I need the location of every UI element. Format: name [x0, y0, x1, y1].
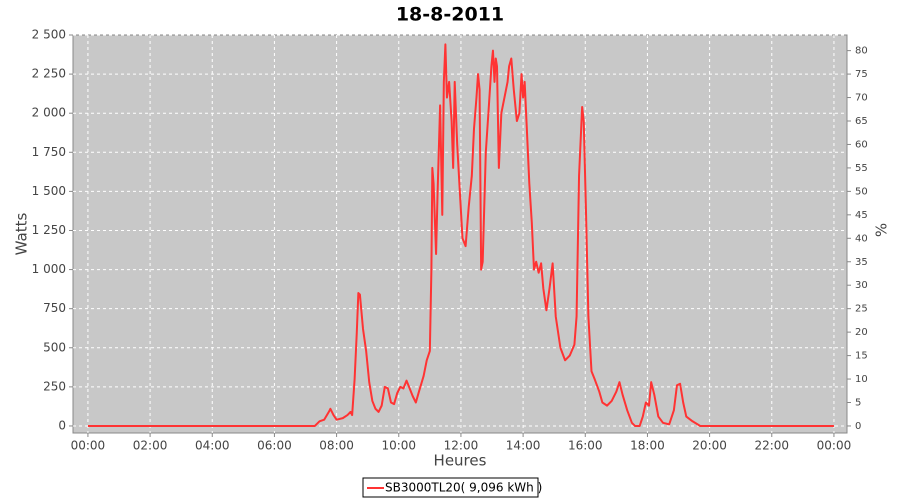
y-tick-label: 2 000: [32, 106, 66, 120]
y2-tick-label: 75: [855, 69, 868, 80]
y-tick-label: 750: [43, 301, 66, 315]
y2-tick-label: 55: [855, 163, 868, 174]
y2-tick-label: 40: [855, 233, 868, 244]
series-line: [87, 43, 834, 427]
y-tick-label: 2 250: [32, 67, 66, 81]
x-tick-label: 04:00: [195, 439, 230, 453]
y2-tick-label: 25: [855, 304, 868, 315]
y2-tick-label: 60: [855, 139, 868, 150]
y-tick-label: 500: [43, 340, 66, 354]
y-tick-label: 2 500: [32, 28, 66, 42]
y2-tick-label: 35: [855, 257, 868, 268]
plot-area: [72, 34, 848, 434]
chart-title: 18-8-2011: [396, 4, 504, 26]
x-axis-label: Heures: [434, 452, 487, 470]
y2-tick-label: 0: [855, 421, 861, 432]
y-tick-label: 0: [58, 418, 66, 432]
x-tick-label: 16:00: [568, 439, 603, 453]
y-tick-label: 1 750: [32, 145, 66, 159]
y2-axis-label: %: [873, 223, 891, 237]
x-tick-label: 06:00: [257, 439, 292, 453]
y2-tick-label: 65: [855, 116, 868, 127]
y2-tick-label: 45: [855, 210, 868, 221]
x-tick-label: 08:00: [319, 439, 354, 453]
x-tick-label: 22:00: [754, 439, 789, 453]
y2-tick-label: 70: [855, 93, 868, 104]
x-tick-label: 12:00: [444, 439, 479, 453]
x-tick-label: 14:00: [506, 439, 541, 453]
y2-tick-label: 50: [855, 186, 868, 197]
y2-tick-label: 5: [855, 398, 861, 409]
y-tick-label: 1 250: [32, 223, 66, 237]
x-tick-label: 18:00: [630, 439, 665, 453]
x-tick-label: 00:00: [817, 439, 852, 453]
y-axis-label: Watts: [13, 213, 31, 256]
y-tick-label: 1 000: [32, 262, 66, 276]
y2-tick-label: 10: [855, 374, 868, 385]
y-tick-label: 250: [43, 379, 66, 393]
y2-tick-label: 15: [855, 351, 868, 362]
y2-tick-label: 80: [855, 46, 868, 57]
legend: [362, 477, 539, 498]
x-tick-label: 00:00: [71, 439, 106, 453]
x-tick-label: 20:00: [692, 439, 727, 453]
x-tick-label: 10:00: [381, 439, 416, 453]
y2-tick-label: 20: [855, 327, 868, 338]
legend-label: SB3000TL20( 9,096 kWh ): [385, 481, 542, 495]
x-tick-label: 02:00: [133, 439, 168, 453]
y-tick-label: 1 500: [32, 184, 66, 198]
y2-tick-label: 30: [855, 280, 868, 291]
